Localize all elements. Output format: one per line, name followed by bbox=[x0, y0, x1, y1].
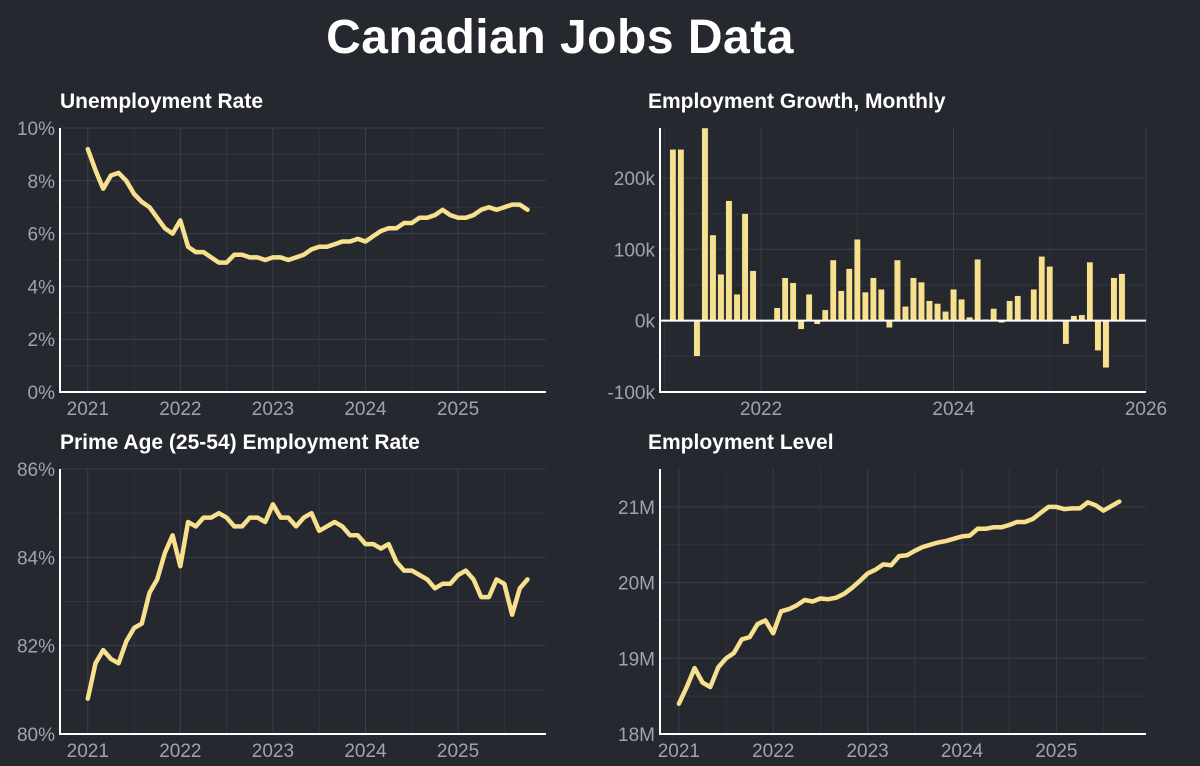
x-tick-label: 2021 bbox=[67, 399, 109, 420]
x-tick-label: 2024 bbox=[344, 399, 387, 420]
x-tick-label: 2023 bbox=[846, 741, 888, 762]
y-tick-label: 4% bbox=[28, 277, 56, 298]
y-tick-label: 19M bbox=[618, 649, 655, 670]
growth-chart-title: Employment Growth, Monthly bbox=[648, 90, 946, 113]
x-tick-label: 2025 bbox=[437, 399, 479, 420]
y-tick-label: 0k bbox=[635, 312, 656, 333]
y-tick-label: 82% bbox=[17, 637, 55, 658]
x-tick-label: 2026 bbox=[1125, 399, 1167, 420]
y-tick-label: 86% bbox=[17, 460, 55, 481]
level-chart-title: Employment Level bbox=[648, 431, 834, 454]
x-tick-label: 2021 bbox=[67, 741, 109, 762]
y-tick-label: 18M bbox=[618, 725, 655, 746]
y-tick-label: 10% bbox=[17, 119, 55, 140]
unemployment-chart-title: Unemployment Rate bbox=[60, 90, 264, 113]
y-tick-label: 80% bbox=[17, 725, 55, 746]
y-tick-label: 21M bbox=[618, 498, 655, 519]
x-tick-label: 2021 bbox=[658, 741, 700, 762]
x-tick-label: 2025 bbox=[1035, 741, 1077, 762]
x-tick-label: 2024 bbox=[941, 741, 984, 762]
y-tick-label: 100k bbox=[614, 240, 656, 261]
series-line bbox=[85, 146, 530, 265]
y-tick-label: 20M bbox=[618, 574, 655, 595]
x-tick-label: 2022 bbox=[740, 399, 782, 420]
x-tick-label: 2023 bbox=[252, 741, 294, 762]
x-tick-label: 2025 bbox=[437, 741, 479, 762]
series-line bbox=[85, 502, 530, 701]
x-tick-label: 2022 bbox=[159, 399, 201, 420]
x-tick-label: 2024 bbox=[344, 741, 387, 762]
y-tick-label: 84% bbox=[17, 548, 55, 569]
x-tick-label: 2023 bbox=[252, 399, 294, 420]
y-tick-label: 0% bbox=[28, 383, 56, 404]
page-title: Canadian Jobs Data bbox=[326, 11, 794, 64]
y-tick-label: -100k bbox=[607, 383, 655, 404]
y-tick-label: 2% bbox=[28, 330, 56, 351]
y-tick-label: 200k bbox=[614, 169, 656, 190]
prime-age-chart-title: Prime Age (25-54) Employment Rate bbox=[60, 431, 420, 454]
y-tick-label: 6% bbox=[28, 225, 56, 246]
series-line bbox=[676, 499, 1122, 706]
x-tick-label: 2022 bbox=[752, 741, 794, 762]
x-tick-label: 2024 bbox=[932, 399, 975, 420]
x-tick-label: 2022 bbox=[159, 741, 201, 762]
y-tick-label: 8% bbox=[28, 172, 56, 193]
